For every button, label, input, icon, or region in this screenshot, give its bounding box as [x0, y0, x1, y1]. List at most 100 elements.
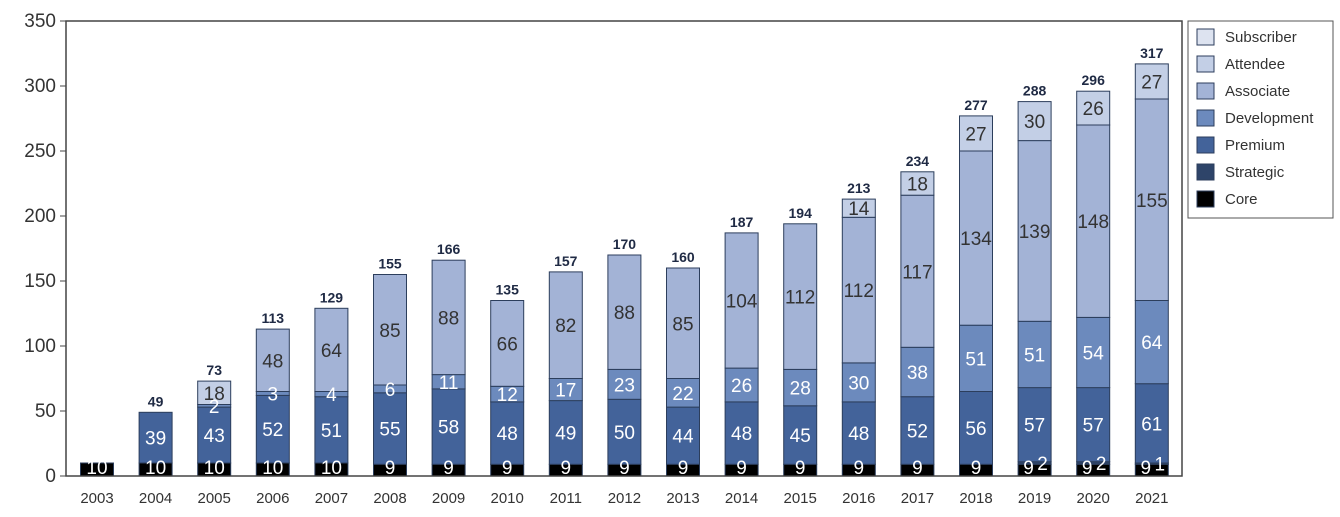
segment-label-attendee: 26 — [1083, 99, 1104, 120]
x-tick-label: 2017 — [901, 490, 934, 507]
bar-segment-associate — [255, 328, 290, 393]
segment-label-core: 9 — [385, 458, 396, 479]
legend-swatch — [1196, 190, 1215, 208]
bar-segment-development — [1076, 316, 1111, 389]
total-label: 73 — [206, 362, 222, 378]
segment-label-associate: 155 — [1136, 191, 1168, 212]
legend-item-attendee: Attendee — [1225, 56, 1285, 73]
segment-label-associate: 85 — [379, 321, 400, 342]
total-label: 155 — [378, 256, 402, 272]
bar-2005: 10 43 218 — [197, 380, 232, 479]
bar-segment-development — [783, 368, 818, 407]
x-tick-label: 2019 — [1018, 490, 1051, 507]
segment-label-core: 9 — [1082, 458, 1093, 479]
segment-label-core: 9 — [736, 458, 747, 479]
x-tick-label: 2011 — [550, 490, 582, 507]
segment-label-premium: 45 — [790, 426, 811, 447]
bar-segment-associate — [900, 194, 935, 348]
segment-label-development: 17 — [555, 381, 576, 402]
bar-segment-premium — [255, 394, 290, 464]
plot-frame — [65, 20, 1183, 477]
segment-label-associate: 88 — [614, 303, 635, 324]
x-tick-label: 2003 — [80, 490, 113, 507]
bar-segment-associate — [314, 307, 349, 392]
segment-label-associate: 85 — [672, 314, 693, 335]
bar-segment-development — [666, 378, 700, 408]
total-label: 170 — [613, 236, 637, 252]
bar-segment-attendee — [1017, 101, 1052, 142]
bar-segment-premium — [1076, 387, 1111, 463]
bar-segment-development — [607, 368, 642, 400]
bar-segment-premium — [1134, 383, 1169, 464]
bars: 10 10391043218105234810514649556859581188… — [80, 63, 1169, 479]
total-label: 113 — [262, 310, 285, 326]
total-label: 317 — [1140, 45, 1164, 61]
y-tick-label: 150 — [24, 271, 56, 292]
y-tick-label: 100 — [24, 336, 56, 357]
segment-label-associate: 117 — [902, 262, 932, 283]
total-label: 49 — [148, 393, 164, 409]
segment-label-development: 30 — [848, 373, 869, 394]
segment-label-strategic: 2 — [1096, 454, 1107, 475]
bar-2012: 9 50 23 88 — [607, 254, 642, 479]
x-tick-label: 2015 — [784, 490, 817, 507]
bar-2003: 10 — [80, 458, 114, 479]
segment-label-development: 23 — [614, 375, 635, 396]
bar-segment-associate — [1017, 140, 1052, 322]
x-tick-label: 2012 — [608, 490, 641, 507]
bar-segment-development — [841, 362, 876, 403]
total-labels: 4973113129155166135157170160187194213234… — [148, 45, 1164, 409]
segment-label-core: 10 — [145, 458, 166, 479]
bar-segment-development — [959, 324, 993, 393]
bar-2021: 9 1 61 64 155 27 — [1134, 63, 1169, 479]
bar-2007: 10 51 4 64 — [314, 307, 349, 479]
segment-label-attendee: 14 — [848, 199, 870, 220]
legend: Subscriber Attendee Associate Development Pr… — [1187, 20, 1334, 219]
x-tick-label: 2013 — [666, 490, 699, 507]
segment-label-associate: 139 — [1019, 222, 1051, 243]
bar-segment-development — [900, 346, 935, 398]
bar-2018: 9 56 51 134 27 — [959, 115, 993, 479]
total-label: 157 — [554, 253, 578, 269]
segment-label-development: 54 — [1083, 344, 1105, 365]
total-label: 129 — [320, 289, 344, 305]
bar-2010: 9 48 12 66 — [490, 300, 525, 479]
segment-label-premium: 39 — [145, 429, 166, 450]
total-label: 187 — [730, 214, 754, 230]
y-axis: 0 50 100 150 200 250 300 350 — [24, 11, 66, 487]
segment-label-premium: 52 — [907, 422, 928, 443]
segment-label-premium: 52 — [262, 420, 283, 441]
x-tick-label: 2018 — [959, 490, 992, 507]
bar-segment-attendee — [1076, 90, 1111, 126]
segment-label-premium: 49 — [555, 423, 576, 444]
segment-label-associate: 112 — [785, 288, 815, 309]
segment-label-attendee: 30 — [1024, 112, 1045, 133]
segment-label-associate: 148 — [1077, 212, 1109, 233]
bar-segment-attendee — [197, 380, 232, 406]
segment-label-premium: 55 — [379, 420, 400, 441]
x-tick-label: 2021 — [1135, 490, 1168, 507]
legend-item-premium: Premium — [1225, 137, 1285, 154]
x-tick-label: 2005 — [198, 490, 231, 507]
bar-segment-premium — [666, 406, 700, 465]
bar-segment-associate — [431, 259, 466, 376]
bar-segment-associate — [841, 216, 876, 364]
bar-segment-attendee — [841, 198, 876, 218]
bar-segment-premium — [490, 401, 525, 465]
bar-segment-development — [724, 367, 759, 403]
segment-label-premium: 48 — [497, 424, 518, 445]
x-tick-label: 2016 — [842, 490, 875, 507]
bar-segment-associate — [724, 232, 759, 369]
legend-item-subscriber: Subscriber — [1225, 29, 1297, 46]
segment-label-core: 10 — [262, 458, 283, 479]
total-label: 194 — [789, 205, 813, 221]
y-tick-label: 50 — [35, 401, 56, 422]
segment-label-strategic: 1 — [1155, 455, 1166, 476]
segment-label-premium: 48 — [848, 424, 869, 445]
segment-label-attendee: 27 — [1141, 72, 1162, 93]
segment-label-core: 9 — [912, 458, 923, 479]
total-label: 160 — [671, 249, 695, 265]
segment-label-core: 9 — [502, 458, 513, 479]
segment-label-premium: 57 — [1083, 416, 1104, 437]
